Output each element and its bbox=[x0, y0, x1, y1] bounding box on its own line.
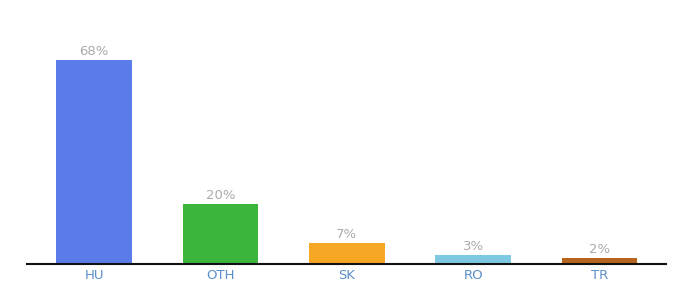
Bar bbox=[435, 255, 511, 264]
Text: 68%: 68% bbox=[80, 45, 109, 58]
Bar bbox=[562, 258, 637, 264]
Text: 7%: 7% bbox=[336, 228, 358, 241]
Bar bbox=[56, 60, 132, 264]
Text: 20%: 20% bbox=[206, 189, 235, 202]
Text: 3%: 3% bbox=[462, 240, 483, 253]
Bar bbox=[182, 204, 258, 264]
Bar bbox=[309, 243, 385, 264]
Text: 2%: 2% bbox=[589, 243, 610, 256]
